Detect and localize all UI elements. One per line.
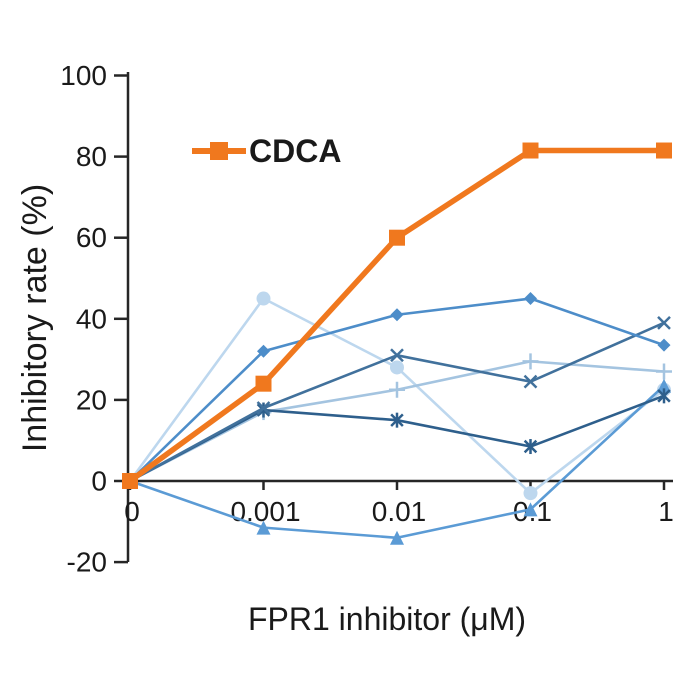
marker-blue-diamond (657, 338, 671, 352)
y-tick-label: -20 (67, 547, 107, 578)
legend-label: CDCA (249, 133, 341, 169)
y-tick-label: 40 (76, 303, 107, 334)
marker-blue-circle (390, 360, 404, 375)
y-tick-label: 60 (76, 222, 107, 253)
x-tick-label: 0.001 (230, 496, 300, 527)
marker-blue-diamond (390, 308, 404, 322)
x-tick-label: 0.01 (372, 496, 427, 527)
marker-blue-asterisk (657, 389, 671, 403)
marker-blue-asterisk (523, 439, 538, 454)
marker-CDCA (389, 229, 405, 246)
marker-blue-triangle (256, 520, 271, 535)
marker-blue-triangle (657, 378, 671, 393)
marker-blue-x (256, 401, 271, 415)
marker-CDCA (522, 142, 539, 159)
marker-blue-diamond (524, 292, 537, 306)
marker-blue-x (390, 348, 404, 363)
y-tick-label: 80 (76, 141, 107, 172)
marker-blue-triangle (523, 502, 538, 517)
x-tick-label: 0 (124, 496, 140, 527)
y-tick-label: 0 (91, 466, 107, 497)
marker-blue-circle (256, 291, 271, 306)
x-tick-label: 1 (658, 496, 674, 527)
marker-blue-circle (523, 486, 538, 501)
marker-blue-asterisk (390, 413, 404, 427)
marker-blue-diamond (257, 344, 270, 358)
y-tick-label: 100 (60, 60, 107, 91)
y-tick-label: 20 (76, 384, 107, 415)
y-axis-title: Inhibitory rate (%) (16, 184, 54, 452)
marker-CDCA (255, 375, 272, 392)
marker-blue-triangle (390, 530, 404, 545)
marker-CDCA (122, 473, 138, 489)
legend-marker (210, 142, 228, 160)
marker-CDCA (656, 142, 672, 159)
x-axis-title: FPR1 inhibitor (μM) (248, 601, 526, 637)
marker-blue-x (657, 315, 671, 330)
marker-blue-x (523, 374, 538, 389)
